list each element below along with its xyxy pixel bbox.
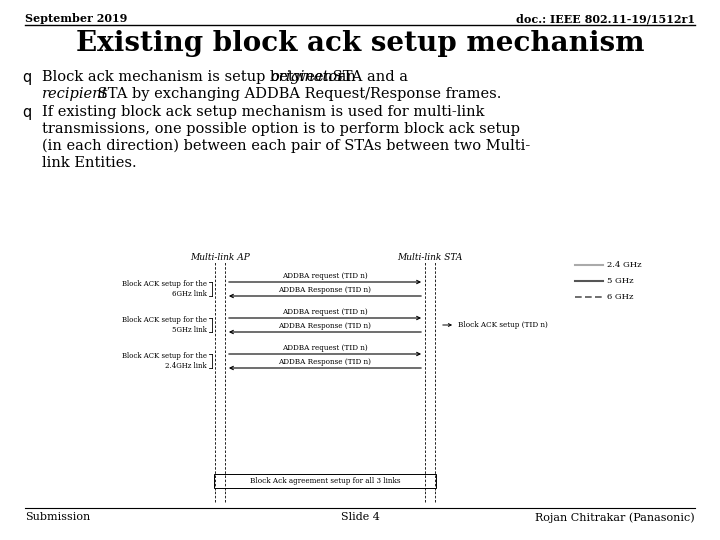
Text: Existing block ack setup mechanism: Existing block ack setup mechanism [76, 30, 644, 57]
Bar [214, 474, 436, 488]
Text: Rojan Chitrakar (Panasonic): Rojan Chitrakar (Panasonic) [536, 512, 695, 523]
Text: Slide 4: Slide 4 [341, 512, 379, 522]
Text: 6 GHz: 6 GHz [607, 293, 634, 301]
Text: Block ACK setup for the
2.4GHz link: Block ACK setup for the 2.4GHz link [122, 352, 207, 370]
Text: Block ACK setup for the
6GHz link: Block ACK setup for the 6GHz link [122, 280, 207, 298]
Text: Submission: Submission [25, 512, 90, 522]
Text: recipient: recipient [42, 87, 109, 101]
Text: ADDBA request (TID n): ADDBA request (TID n) [282, 345, 368, 353]
Text: q: q [22, 105, 31, 120]
Text: ADDBA request (TID n): ADDBA request (TID n) [282, 308, 368, 316]
Text: 2.4 GHz: 2.4 GHz [607, 261, 642, 269]
Text: transmissions, one possible option is to perform block ack setup: transmissions, one possible option is to… [42, 122, 520, 136]
Text: Block ack mechanism is setup between an: Block ack mechanism is setup between an [42, 70, 361, 84]
Text: doc.: IEEE 802.11-19/1512r1: doc.: IEEE 802.11-19/1512r1 [516, 13, 695, 24]
Text: 5 GHz: 5 GHz [607, 277, 634, 285]
Text: Block ACK setup for the
5GHz link: Block ACK setup for the 5GHz link [122, 316, 207, 334]
Text: September 2019: September 2019 [25, 13, 127, 24]
Text: ADDBA Response (TID n): ADDBA Response (TID n) [279, 287, 372, 294]
Text: ADDBA Response (TID n): ADDBA Response (TID n) [279, 359, 372, 367]
Text: (in each direction) between each pair of STAs between two Multi-: (in each direction) between each pair of… [42, 139, 530, 153]
Text: Multi-link STA: Multi-link STA [397, 253, 463, 262]
Text: ADDBA Response (TID n): ADDBA Response (TID n) [279, 322, 372, 330]
Text: If existing block ack setup mechanism is used for multi-link: If existing block ack setup mechanism is… [42, 105, 485, 119]
Text: ADDBA request (TID n): ADDBA request (TID n) [282, 273, 368, 280]
Text: STA by exchanging ADDBA Request/Response frames.: STA by exchanging ADDBA Request/Response… [94, 87, 502, 101]
Text: Multi-link AP: Multi-link AP [190, 253, 250, 262]
Text: Block Ack agreement setup for all 3 links: Block Ack agreement setup for all 3 link… [250, 477, 400, 485]
Text: link Entities.: link Entities. [42, 156, 137, 170]
Text: q: q [22, 70, 31, 85]
Text: STA and a: STA and a [328, 70, 408, 84]
Text: Block ACK setup (TID n): Block ACK setup (TID n) [458, 321, 548, 329]
Text: originator: originator [271, 70, 345, 84]
